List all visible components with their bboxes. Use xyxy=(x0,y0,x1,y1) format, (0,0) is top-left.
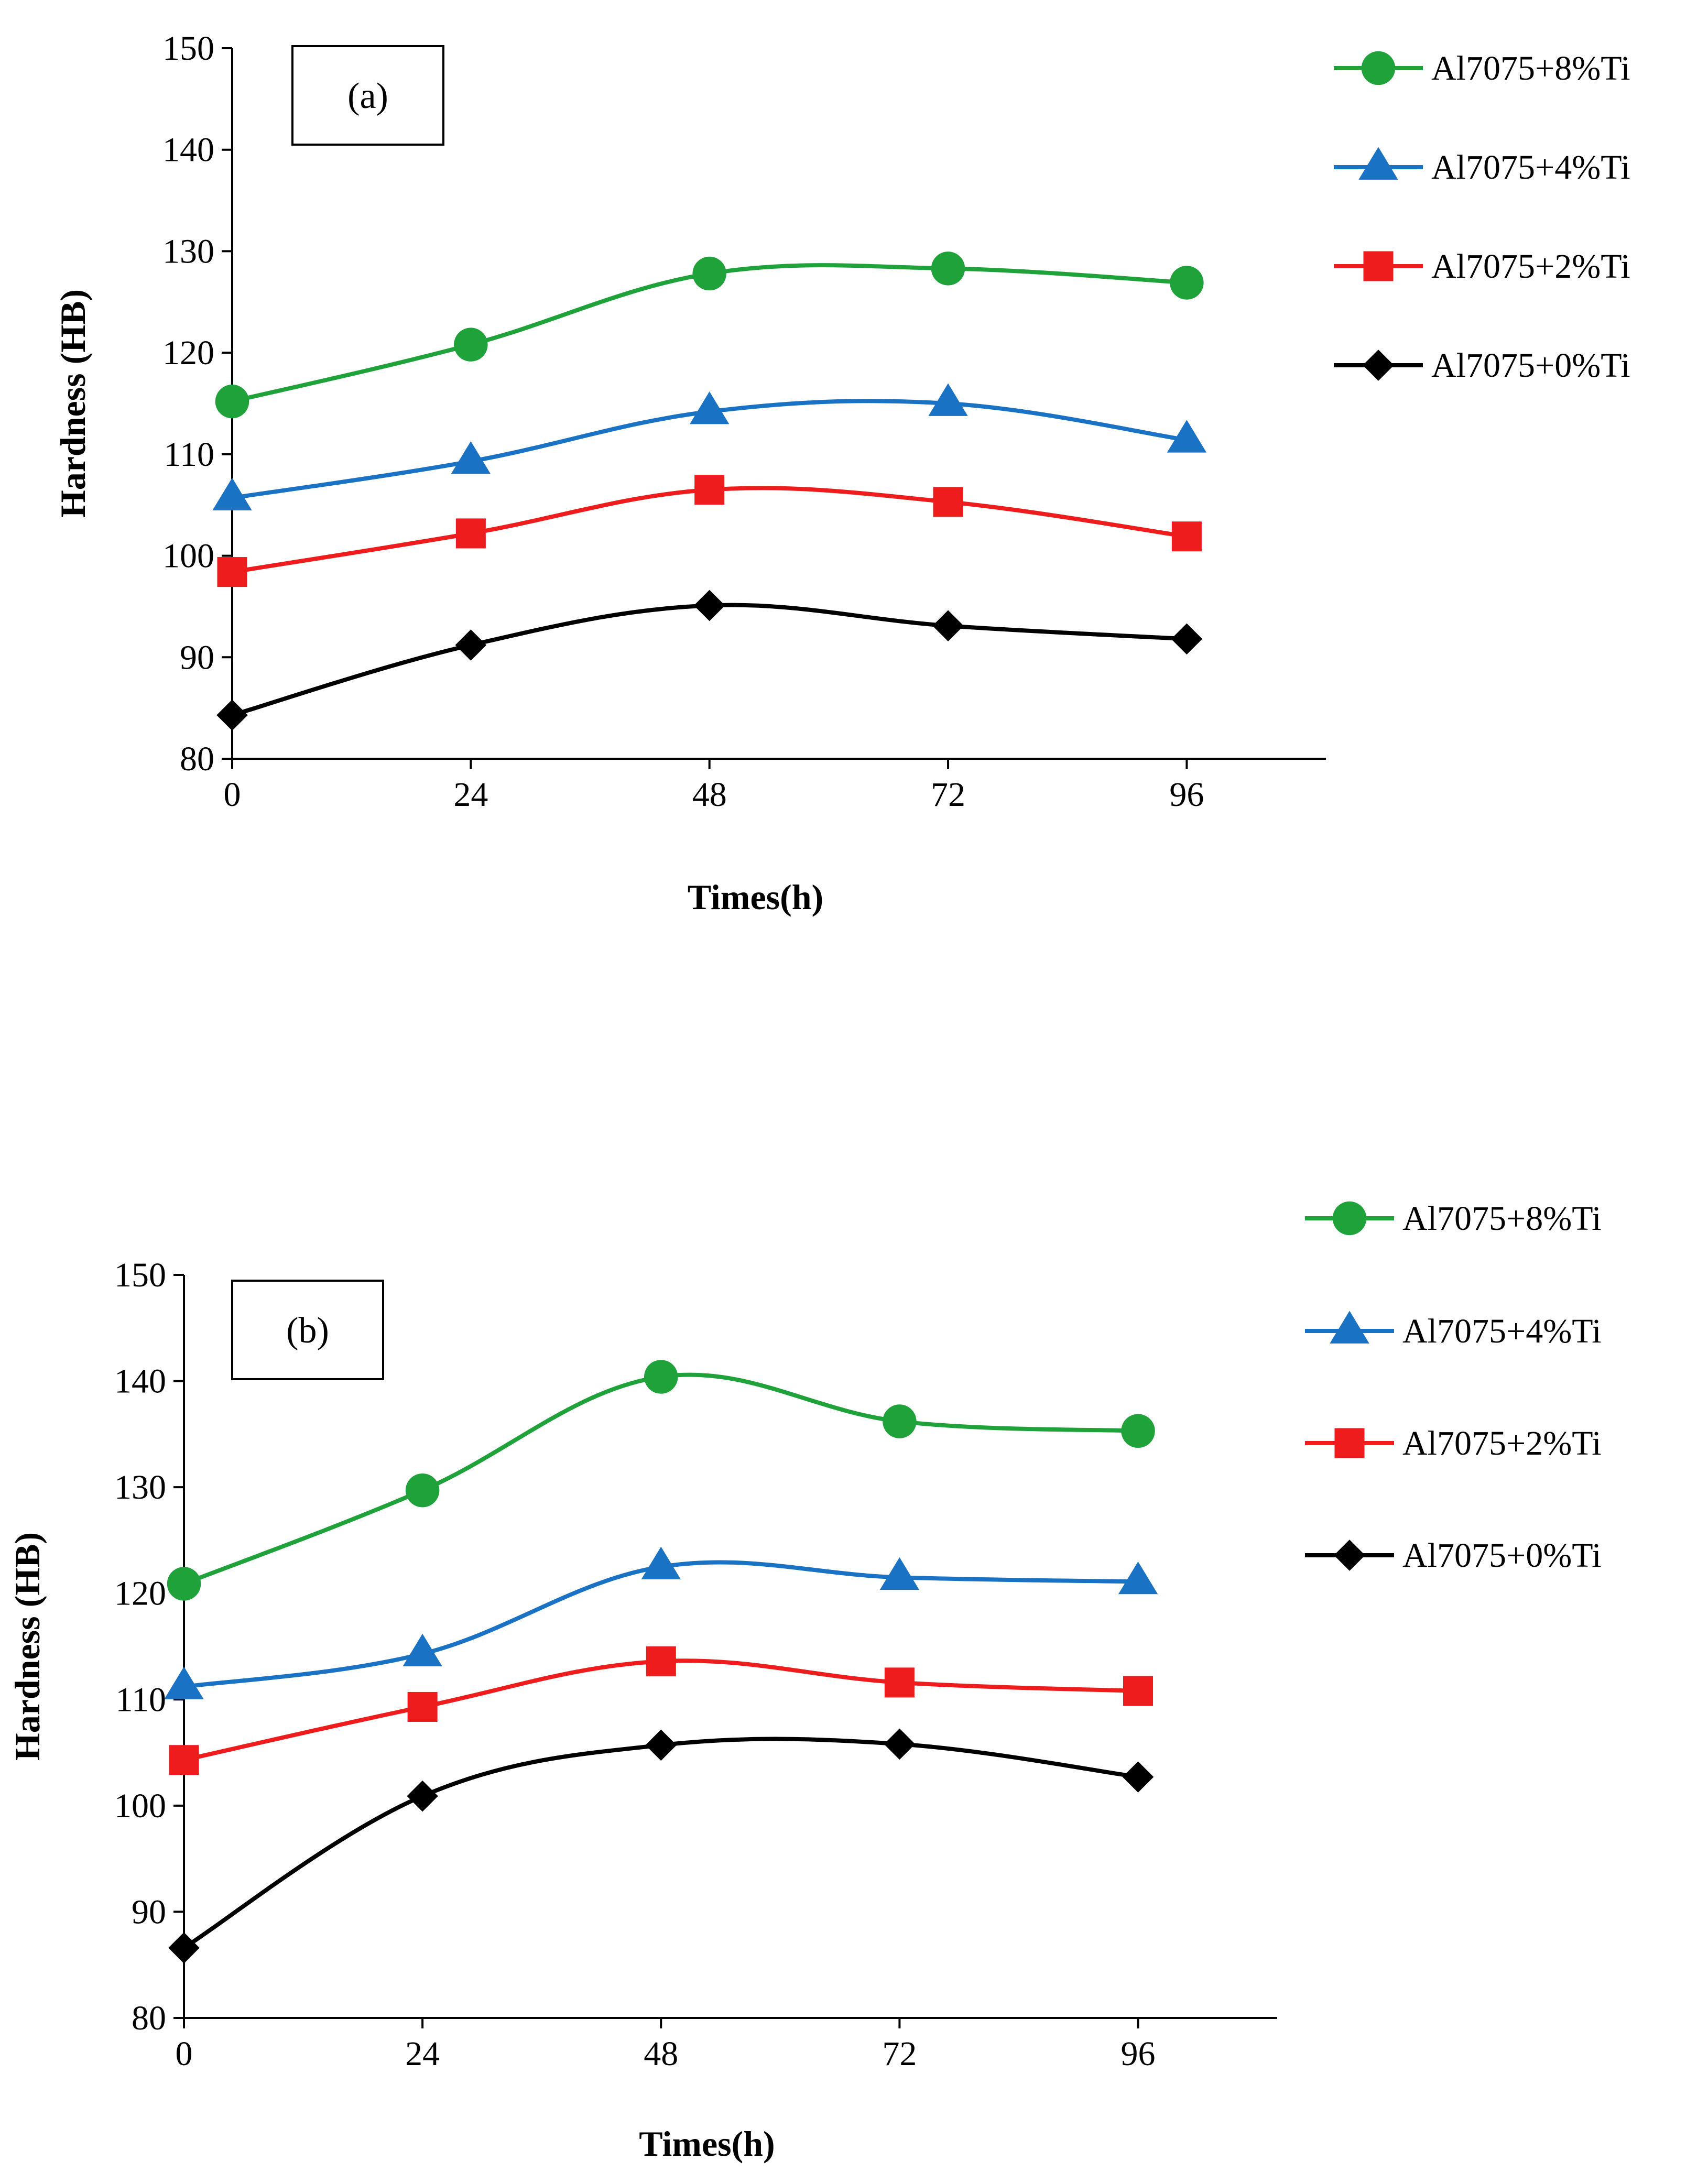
legend-label-0: Al7075+8%Ti xyxy=(1402,1199,1602,1238)
panel-label-box xyxy=(291,45,444,146)
x-tick-label: 72 xyxy=(882,2035,917,2073)
y-tick-label: 130 xyxy=(114,1468,166,1507)
y-tick-label: 140 xyxy=(162,131,214,169)
legend-label-2: Al7075+2%Ti xyxy=(1431,247,1630,286)
y-tick-label: 130 xyxy=(162,232,214,270)
series-3-point xyxy=(1171,623,1203,655)
series-3-point xyxy=(645,1729,677,1761)
series-3-point xyxy=(168,1932,200,1964)
y-tick-label: 150 xyxy=(114,1256,166,1294)
y-tick-label: 120 xyxy=(114,1575,166,1613)
x-tick-label: 72 xyxy=(931,776,965,814)
series-1-point xyxy=(1167,420,1207,453)
series-2-point xyxy=(1123,1676,1154,1706)
series-3-point xyxy=(1122,1761,1154,1793)
x-tick-label: 0 xyxy=(224,776,241,814)
legend-label-3: Al7075+0%Ti xyxy=(1402,1536,1602,1575)
legend-marker-3 xyxy=(1334,1540,1365,1571)
series-2-point xyxy=(455,518,486,549)
legend-marker-1 xyxy=(1358,147,1398,180)
series-3-point xyxy=(407,1780,438,1812)
series-0-point xyxy=(167,1567,201,1601)
series-3-point xyxy=(932,610,964,641)
x-tick-label: 0 xyxy=(176,2035,193,2073)
series-1-point xyxy=(1118,1561,1158,1595)
panel-label-box xyxy=(231,1280,384,1380)
panel-label: (a) xyxy=(347,76,388,116)
y-axis-title: Hardness (HB) xyxy=(7,1532,47,1761)
series-0-point xyxy=(405,1473,440,1508)
legend-label-2: Al7075+2%Ti xyxy=(1402,1424,1602,1462)
x-axis-title: Times(h) xyxy=(688,877,823,917)
series-2-point xyxy=(169,1745,199,1775)
series-1-point xyxy=(690,391,730,424)
chart-b: 80 90 100 110 120 130 140 150 0 24 48 72 96 Times(h) H… xyxy=(7,1199,1602,2164)
legend-marker-3 xyxy=(1363,350,1394,381)
series-3-point xyxy=(693,590,725,621)
legend-marker-0 xyxy=(1361,51,1396,85)
series-2-point xyxy=(1171,521,1202,552)
series-2-point xyxy=(933,487,963,517)
y-tick-label: 90 xyxy=(180,638,214,676)
legend-marker-2 xyxy=(1334,1428,1365,1458)
x-tick-label: 96 xyxy=(1169,776,1204,814)
series-1-point xyxy=(928,383,968,416)
legend-label-0: Al7075+8%Ti xyxy=(1431,49,1630,88)
series-1-point xyxy=(212,477,252,510)
series-0-point xyxy=(454,328,488,362)
y-tick-label: 110 xyxy=(115,1680,166,1719)
series-0-point xyxy=(1170,266,1204,300)
x-tick-label: 48 xyxy=(692,776,727,814)
y-tick-label: 80 xyxy=(132,1999,166,2037)
legend-label-1: Al7075+4%Ti xyxy=(1431,148,1630,187)
y-tick-label: 100 xyxy=(114,1787,166,1825)
y-tick-label: 150 xyxy=(162,29,214,68)
series-0-point xyxy=(644,1360,678,1394)
y-tick-label: 140 xyxy=(114,1362,166,1401)
y-tick-label: 120 xyxy=(162,334,214,372)
y-tick-label: 100 xyxy=(162,537,214,575)
series-2-point xyxy=(884,1667,915,1698)
x-tick-label: 24 xyxy=(405,2035,440,2073)
series-3-point xyxy=(216,699,248,731)
x-tick-label: 96 xyxy=(1121,2035,1156,2073)
x-axis-title: Times(h) xyxy=(639,2124,775,2164)
x-tick-label: 48 xyxy=(644,2035,678,2073)
legend-label-3: Al7075+0%Ti xyxy=(1431,346,1630,385)
y-axis-title: Hardness (HB) xyxy=(53,289,93,518)
series-0-point xyxy=(1121,1414,1155,1448)
series-3-point xyxy=(884,1728,916,1760)
series-0-point xyxy=(883,1404,917,1438)
y-tick-label: 80 xyxy=(180,740,214,778)
series-3-point xyxy=(455,629,487,661)
series-2-point xyxy=(694,475,725,505)
chart-a: 80 90 100 110 120 130 140 150 0 24 48 72 96 Times(h) H… xyxy=(53,29,1630,917)
legend-label-1: Al7075+4%Ti xyxy=(1402,1312,1602,1350)
y-tick-label: 90 xyxy=(132,1893,166,1931)
series-1-point xyxy=(879,1557,920,1590)
series-2-point xyxy=(217,557,247,587)
series-0-point xyxy=(215,384,249,419)
panel-label: (b) xyxy=(286,1311,329,1351)
x-tick-label: 24 xyxy=(453,776,488,814)
series-0-point xyxy=(931,252,965,286)
legend-marker-2 xyxy=(1363,251,1394,281)
series-1-point xyxy=(451,441,491,474)
series-0-point xyxy=(692,256,726,291)
series-1-point xyxy=(402,1633,442,1667)
series-2-point xyxy=(646,1646,676,1676)
series-1-point xyxy=(164,1666,204,1699)
legend-marker-1 xyxy=(1330,1311,1369,1344)
series-1-point xyxy=(641,1546,681,1579)
series-2-point xyxy=(407,1691,438,1722)
y-tick-label: 110 xyxy=(164,435,214,474)
legend-marker-0 xyxy=(1332,1201,1367,1236)
